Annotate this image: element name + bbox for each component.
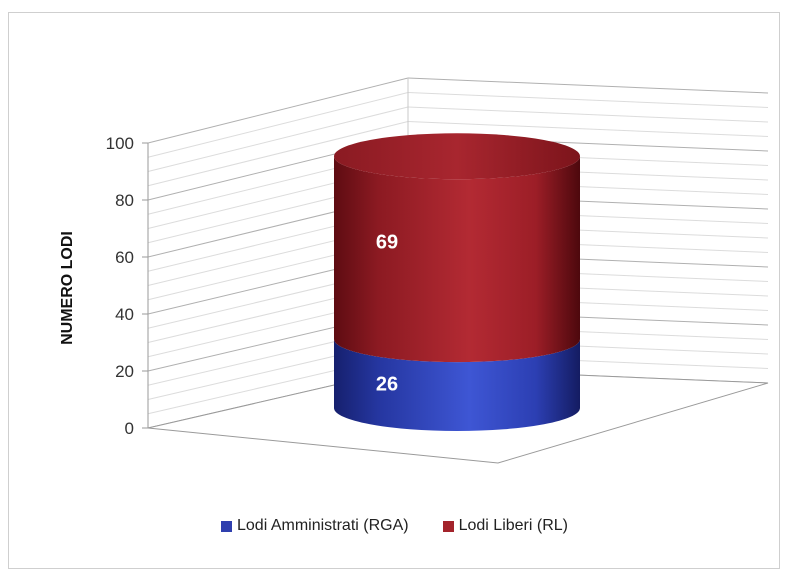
y-tick-label: 40 — [115, 305, 134, 324]
data-label-rga: 26 — [376, 374, 398, 396]
gridline-back — [407, 77, 769, 94]
legend-label-rl: Lodi Liberi (RL) — [458, 517, 568, 534]
y-tick-label: 20 — [115, 362, 134, 381]
y-tick-label: 60 — [115, 248, 134, 267]
legend-swatch-rga — [221, 520, 232, 532]
gridline-left — [147, 92, 409, 158]
legend-item-rga: Lodi Amministrati (RGA) — [221, 517, 409, 535]
legend-label-rga: Lodi Amministrati (RGA) — [237, 517, 409, 534]
bar-layer: 26 69 — [334, 133, 580, 431]
y-tick-label: 100 — [106, 134, 134, 153]
gridline-left — [147, 77, 409, 144]
legend-item-rl: Lodi Liberi (RL) — [442, 517, 568, 535]
y-tick-label: 80 — [115, 191, 134, 210]
gridline-back — [407, 106, 769, 123]
gridline-left — [147, 121, 409, 187]
gridline-back — [407, 92, 769, 108]
y-tick-label: 0 — [125, 419, 134, 438]
bar-top-cap — [334, 133, 580, 180]
data-label-rl: 69 — [376, 232, 398, 254]
y-axis-title: NUMERO LODI — [59, 231, 76, 345]
gridline-back — [407, 121, 769, 137]
bar-segment-rga — [334, 339, 580, 431]
gridline-left — [147, 106, 409, 172]
legend-swatch-rl — [442, 520, 454, 532]
bar-segment-rl — [334, 156, 580, 363]
legend: Lodi Amministrati (RGA) Lodi Liberi (RL) — [0, 517, 789, 535]
